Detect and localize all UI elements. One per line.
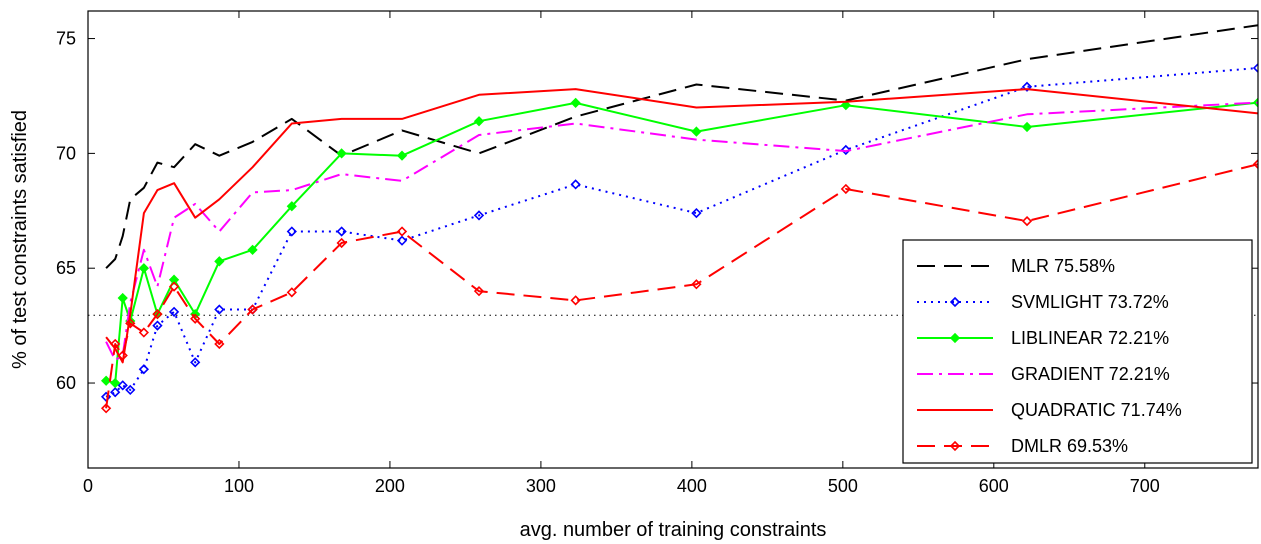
- data-point: [168, 281, 180, 292]
- data-point: [396, 226, 408, 237]
- data-point: [840, 100, 851, 111]
- data-point: [138, 263, 149, 274]
- x-tick-label: 0: [83, 476, 93, 496]
- data-point: [286, 287, 297, 298]
- data-point: [691, 207, 702, 219]
- x-tick-label: 400: [677, 476, 707, 496]
- x-tick-label: 600: [979, 476, 1009, 496]
- legend-item: QUADRATIC 71.74%: [917, 400, 1182, 420]
- data-point: [570, 97, 581, 108]
- data-point: [840, 144, 851, 156]
- data-point: [1252, 97, 1258, 108]
- legend-item: MLR 75.58%: [917, 256, 1115, 276]
- data-point: [214, 338, 225, 350]
- data-point: [396, 235, 408, 246]
- data-point: [1252, 62, 1258, 74]
- legend-item: LIBLINEAR 72.21%: [917, 328, 1169, 348]
- legend-marker: [949, 296, 961, 308]
- data-point: [100, 375, 112, 386]
- data-point: [1021, 215, 1033, 227]
- data-point: [110, 338, 121, 350]
- axes: 0 100 200 300 400 500 600 700 60 65 70 75: [56, 10, 1259, 496]
- data-point: [168, 306, 180, 317]
- x-tick-label: 700: [1130, 476, 1160, 496]
- x-tick-label: 200: [375, 476, 405, 496]
- legend-label: SVMLIGHT 73.72%: [1011, 292, 1169, 312]
- series-gradient: [105, 101, 1258, 362]
- data-point: [336, 226, 347, 237]
- plot-frame: [87, 10, 1259, 469]
- data-point: [1021, 81, 1033, 92]
- data-point: [138, 364, 149, 375]
- data-point: [286, 201, 297, 212]
- legend-item: GRADIENT 72.21%: [917, 364, 1170, 384]
- x-tick-label: 500: [828, 476, 858, 496]
- x-tick-label: 100: [224, 476, 254, 496]
- data-point: [247, 304, 258, 315]
- legend-label: GRADIENT 72.21%: [1011, 364, 1170, 384]
- y-tick-label: 60: [56, 373, 76, 393]
- legend-label: LIBLINEAR 72.21%: [1011, 328, 1169, 348]
- series-line-quadratic: [105, 88, 1258, 364]
- series-line-mlr: [105, 24, 1258, 269]
- legend-item: DMLR 69.53%: [917, 436, 1128, 456]
- data-point: [473, 116, 485, 127]
- legend-item: SVMLIGHT 73.72%: [917, 292, 1169, 312]
- data-point: [152, 309, 163, 320]
- data-point: [117, 292, 128, 304]
- legend: MLR 75.58% SVMLIGHT 73.72% LIBLINEAR 72.21…: [902, 239, 1253, 464]
- data-point: [110, 377, 121, 389]
- data-point: [691, 126, 702, 137]
- legend-marker: [949, 440, 961, 452]
- data-point: [336, 237, 347, 249]
- data-point: [117, 380, 128, 391]
- data-point: [473, 210, 485, 221]
- series-line-gradient: [105, 101, 1258, 362]
- y-tick-label: 70: [56, 143, 76, 163]
- y-tick-label: 65: [56, 258, 76, 278]
- series-quadratic: [105, 88, 1258, 364]
- legend-label: QUADRATIC 71.74%: [1011, 400, 1182, 420]
- x-axis-label: avg. number of training constraints: [520, 519, 827, 541]
- data-point: [1021, 121, 1033, 133]
- x-tick-label: 300: [526, 476, 556, 496]
- data-point: [152, 320, 163, 331]
- data-point: [214, 256, 225, 267]
- data-point: [396, 150, 408, 161]
- data-point: [100, 403, 112, 414]
- data-point: [247, 244, 258, 255]
- data-point: [117, 350, 128, 361]
- legend-label: MLR 75.58%: [1011, 256, 1115, 276]
- data-point: [570, 179, 581, 190]
- data-point: [138, 327, 149, 338]
- data-point: [336, 148, 347, 159]
- series-dmlr: [100, 159, 1258, 414]
- plot-area: [88, 24, 1258, 414]
- legend-marker: [949, 332, 961, 344]
- data-point: [190, 357, 201, 368]
- data-point: [691, 279, 702, 290]
- series-mlr: [105, 24, 1258, 269]
- data-point: [286, 226, 297, 237]
- y-tick-label: 75: [56, 29, 76, 49]
- legend-label: DMLR 69.53%: [1011, 436, 1128, 456]
- data-point: [110, 387, 121, 398]
- data-point: [125, 318, 136, 329]
- series-liblinear: [100, 97, 1258, 389]
- data-point: [570, 295, 581, 306]
- y-axis-label: % of test constraints satisfied: [9, 110, 31, 369]
- data-point: [214, 304, 225, 315]
- data-point: [190, 313, 201, 324]
- series-line-dmlr: [105, 163, 1258, 409]
- legend-box: [902, 239, 1253, 464]
- data-point: [473, 286, 485, 297]
- data-point: [1252, 159, 1258, 170]
- data-point: [125, 384, 136, 396]
- data-point: [840, 183, 851, 195]
